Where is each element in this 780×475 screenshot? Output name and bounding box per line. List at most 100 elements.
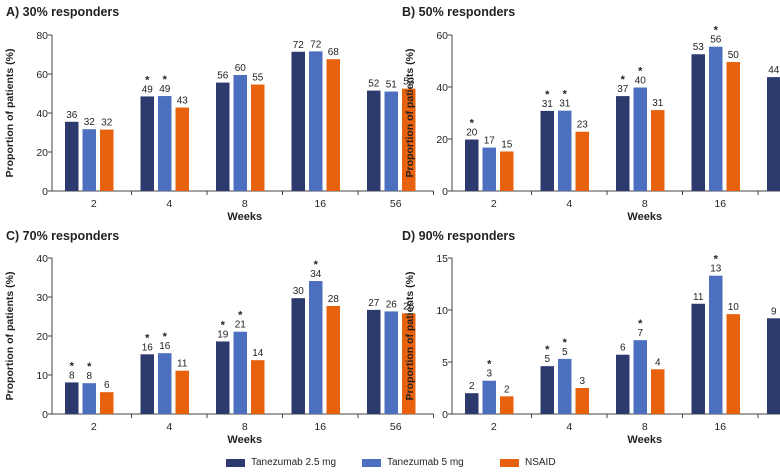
data-label: 72 [293, 40, 305, 51]
x-tick-label: 16 [314, 421, 326, 433]
bar-nsaid [651, 110, 665, 191]
significance-star: * [714, 25, 719, 37]
y-tick-label: 10 [436, 305, 448, 317]
data-label: 23 [577, 120, 589, 131]
bar-tanezumab-5-mg [633, 87, 647, 191]
data-label: 52 [368, 79, 380, 90]
significance-star: * [87, 361, 92, 373]
bar-nsaid [251, 360, 265, 414]
data-label: 4 [655, 357, 661, 368]
data-label: 50 [728, 50, 740, 61]
bar-nsaid [251, 84, 265, 191]
significance-star: * [563, 337, 568, 349]
x-tick-label: 2 [91, 421, 97, 433]
x-tick-label: 4 [166, 421, 172, 433]
data-label: 2 [504, 384, 510, 395]
data-label: 21 [235, 320, 247, 331]
bar-nsaid [326, 59, 340, 192]
x-tick-label: 2 [491, 198, 497, 210]
bar-tanezumab-5-mg [558, 358, 572, 414]
bar-tanezumab-5-mg [158, 96, 172, 191]
data-label: 20 [466, 128, 478, 139]
bar-tanezumab-2-5-mg [367, 90, 381, 191]
legend-label: NSAID [525, 457, 556, 468]
bar-tanezumab-2-5-mg [540, 366, 554, 414]
bar-nsaid [402, 313, 416, 414]
y-tick-label: 0 [442, 186, 448, 198]
data-label: 49 [159, 84, 171, 95]
y-tick-label: 0 [442, 409, 448, 421]
y-tick-label: 60 [436, 30, 448, 42]
y-tick-label: 10 [36, 370, 48, 382]
bar-tanezumab-5-mg [158, 353, 172, 414]
x-tick-label: 16 [714, 421, 726, 433]
panel-title: C) 70% responders [6, 229, 119, 243]
data-label: 37 [617, 84, 629, 95]
x-tick-label: 16 [314, 198, 326, 210]
data-label: 8 [86, 371, 92, 382]
significance-star: * [621, 74, 626, 86]
significance-star: * [487, 359, 492, 371]
bar-tanezumab-5-mg [82, 129, 96, 191]
bar-tanezumab-5-mg [233, 331, 247, 414]
data-label: 31 [652, 98, 664, 109]
bar-tanezumab-2-5-mg [465, 139, 479, 191]
bar-tanezumab-5-mg [309, 51, 323, 191]
data-label: 56 [710, 35, 722, 46]
x-tick-label: 8 [242, 198, 248, 210]
data-label: 11 [177, 359, 188, 370]
data-label: 72 [310, 39, 322, 50]
data-label: 31 [559, 99, 571, 110]
data-label: 34 [310, 269, 322, 280]
data-label: 53 [693, 42, 705, 53]
data-label: 2 [469, 381, 475, 392]
bar-tanezumab-2-5-mg [540, 110, 554, 191]
y-axis-label: Proportion of patients (%) [404, 49, 416, 178]
data-label: 15 [501, 139, 513, 150]
data-label: 19 [217, 329, 229, 340]
x-axis-label: Weeks [627, 434, 662, 446]
data-label: 27 [368, 298, 380, 309]
bar-tanezumab-2-5-mg [616, 96, 630, 191]
data-label: 68 [328, 47, 340, 58]
significance-star: * [563, 89, 568, 101]
bar-nsaid [500, 151, 514, 191]
x-tick-label: 8 [642, 198, 648, 210]
bar-nsaid [500, 396, 514, 414]
x-tick-label: 16 [714, 198, 726, 210]
data-label: 3 [579, 376, 585, 387]
significance-star: * [145, 74, 150, 86]
x-tick-label: 4 [566, 198, 572, 210]
y-tick-label: 40 [36, 108, 48, 120]
data-label: 6 [620, 343, 626, 354]
bar-nsaid [100, 129, 114, 191]
bar-nsaid [575, 388, 589, 414]
data-label: 5 [544, 354, 550, 365]
data-label: 26 [386, 299, 398, 310]
x-tick-label: 2 [91, 198, 97, 210]
data-label: 31 [542, 99, 554, 110]
bar-nsaid [100, 392, 114, 414]
bar-tanezumab-2-5-mg [767, 77, 780, 191]
y-tick-label: 5 [442, 357, 448, 369]
bar-tanezumab-2-5-mg [140, 96, 154, 191]
bar-tanezumab-2-5-mg [291, 51, 305, 191]
bar-nsaid [175, 370, 189, 414]
significance-star: * [545, 344, 550, 356]
data-label: 30 [293, 286, 305, 297]
panel-title: A) 30% responders [6, 5, 119, 19]
bar-nsaid [651, 369, 665, 414]
data-label: 56 [217, 71, 229, 82]
significance-star: * [163, 74, 168, 86]
x-tick-label: 56 [390, 421, 402, 433]
bar-tanezumab-5-mg [709, 46, 723, 192]
y-tick-label: 20 [36, 331, 48, 343]
significance-star: * [638, 66, 643, 78]
bar-nsaid [326, 305, 340, 414]
bar-tanezumab-5-mg [633, 340, 647, 414]
bar-tanezumab-5-mg [384, 91, 398, 191]
data-label: 11 [693, 292, 704, 303]
bar-nsaid [726, 314, 740, 414]
data-label: 9 [771, 306, 777, 317]
legend: Tanezumab 2.5 mg Tanezumab 5 mg NSAID [0, 455, 780, 471]
